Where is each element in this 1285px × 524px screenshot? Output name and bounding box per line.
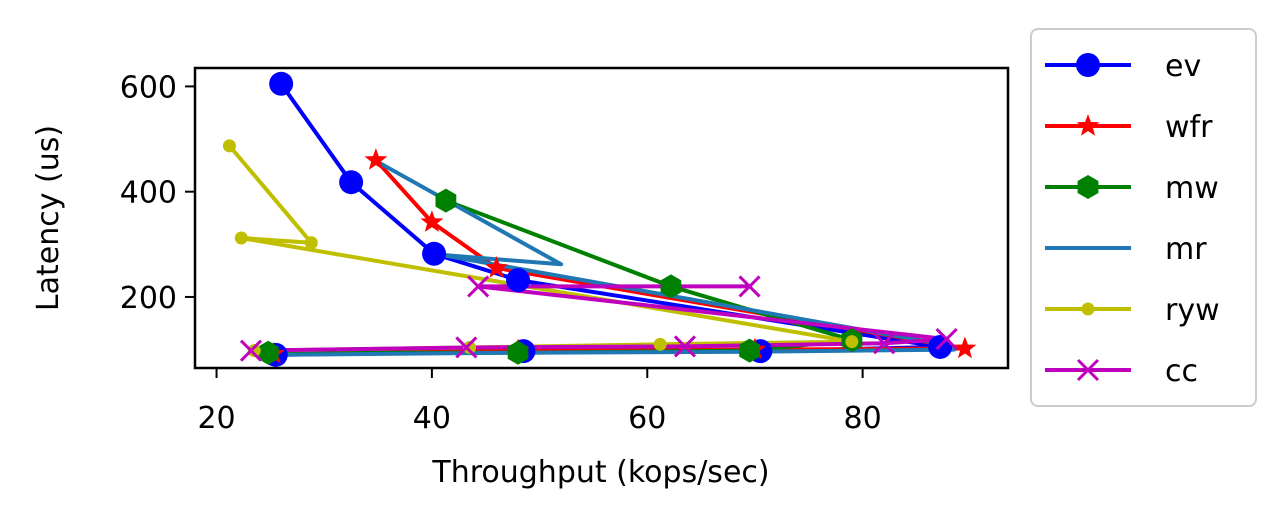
legend-marker-mw [1077, 175, 1099, 199]
legend-marker-ryw [1081, 302, 1095, 316]
legend-label-cc: cc [1165, 354, 1198, 389]
legend-marker-wfr [1076, 114, 1100, 136]
x-tick-label: 60 [628, 401, 666, 436]
y-tick-label: 400 [120, 176, 177, 211]
series-point-ryw-1 [304, 236, 318, 250]
series-point-cc-0 [738, 275, 761, 298]
y-tick-label: 600 [120, 70, 177, 105]
x-axis-title: Throughput (kops/sec) [431, 455, 769, 490]
series-point-ev-3 [506, 268, 531, 293]
x-tick-label: 80 [844, 401, 882, 436]
series-point-mw-3 [739, 338, 760, 363]
series-point-ryw-0 [222, 139, 236, 153]
legend-marker-cc [1076, 358, 1100, 382]
series-point-wfr-1 [420, 210, 444, 232]
plot-area-frame [193, 66, 1010, 370]
y-axis-title: Latency (us) [31, 125, 66, 311]
x-axis: 20 40 60 80 [197, 368, 882, 436]
x-tick-label: 40 [413, 401, 451, 436]
series-point-cc-6 [239, 339, 263, 362]
legend-label-wfr: wfr [1165, 110, 1213, 145]
y-axis: 200 400 600 [120, 70, 195, 316]
series-point-mw-5 [257, 340, 279, 365]
series-point-mw-1 [660, 274, 682, 299]
series-point-ev-1 [339, 170, 364, 195]
legend-label-ev: ev [1165, 49, 1201, 84]
series-line-ev [273, 81, 943, 357]
series-point-ryw-2 [234, 231, 248, 245]
series-point-wfr-2 [485, 256, 508, 278]
legend: ev wfr mw mr ryw cc [1030, 28, 1257, 407]
series-point-mw-4 [507, 340, 529, 365]
series-point-cc-1 [467, 275, 490, 298]
legend-label-ryw: ryw [1165, 293, 1220, 328]
plot-series [226, 81, 967, 357]
series-point-cc-4 [673, 335, 697, 358]
series-point-ryw-3 [845, 335, 859, 349]
legend-frame [1030, 28, 1257, 407]
series-point-ryw-5 [463, 340, 477, 354]
series-point-mw-0 [435, 188, 457, 213]
series-point-wfr-0 [364, 148, 388, 170]
series-point-ryw-6 [247, 344, 261, 358]
y-tick-label: 200 [120, 281, 177, 316]
series-point-ev-0 [269, 71, 294, 96]
series-point-wfr-3 [953, 336, 977, 359]
plot-markers [222, 71, 977, 367]
x-tick-label: 20 [197, 401, 235, 436]
series-point-cc-2 [935, 327, 958, 351]
series-point-cc-3 [873, 332, 896, 355]
series-point-ev-2 [422, 241, 447, 266]
legend-label-mw: mw [1165, 171, 1219, 206]
series-line-mr [270, 156, 957, 357]
legend-marker-ev [1076, 53, 1100, 77]
legend-label-mr: mr [1165, 232, 1207, 267]
series-line-wfr [271, 157, 967, 356]
series-point-ryw-4 [653, 337, 667, 351]
series-point-cc-5 [455, 336, 478, 359]
